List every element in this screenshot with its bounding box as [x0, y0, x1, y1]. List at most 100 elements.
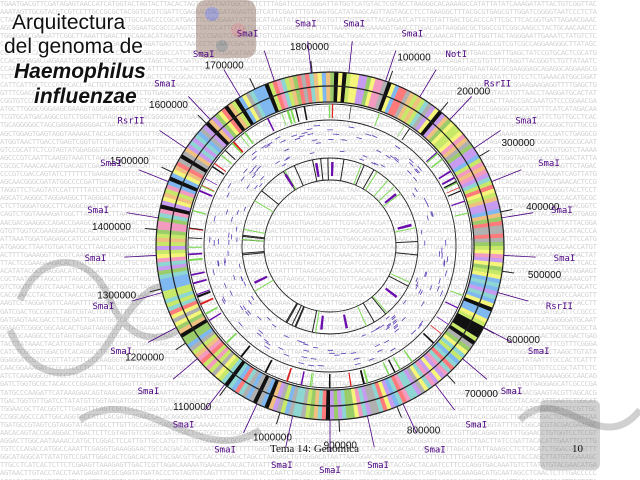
gene-segment: [214, 112, 238, 139]
gene-segment: [156, 249, 187, 255]
gene-segment: [321, 72, 327, 103]
dna-model-atom-3: [216, 40, 228, 52]
gene-cluster-mark: [415, 284, 419, 290]
gene-cluster-mark: [408, 161, 414, 167]
gene-segment: [157, 220, 188, 229]
restriction-site-tick: [205, 384, 226, 411]
feature-block: [224, 149, 236, 161]
feature-block: [382, 362, 390, 376]
gene-cluster-mark: [426, 202, 429, 208]
gene-segment: [340, 72, 348, 103]
gene-cluster-mark: [385, 154, 391, 159]
gene-cluster-mark: [438, 278, 441, 284]
feature-block: [430, 158, 443, 169]
gene-cluster-mark: [235, 226, 238, 232]
feature-block: [436, 316, 449, 325]
gene-segment: [377, 380, 392, 411]
gene-cluster-mark: [282, 163, 287, 167]
gene-segment: [161, 199, 192, 212]
gene-segment: [357, 75, 368, 106]
feature-block: [201, 185, 215, 193]
inner-tick: [295, 306, 305, 328]
inner-tick: [242, 238, 265, 242]
restriction-site-label: SmaI: [85, 254, 107, 264]
gene-cluster-mark: [391, 316, 396, 321]
restriction-site-label: SmaI: [154, 79, 176, 89]
gene-segment: [432, 344, 458, 368]
gene-segment: [267, 380, 283, 411]
gene-segment: [217, 110, 241, 136]
gene-cluster-mark: [230, 216, 233, 222]
gene-cluster-mark: [266, 316, 271, 321]
feature-block: [266, 118, 275, 132]
gene-segment: [182, 150, 210, 171]
gene-segment: [304, 388, 313, 419]
gene-cluster-mark: [403, 299, 407, 305]
title-organism-genus: Haemophilus: [14, 60, 146, 83]
coordinate-tick: [149, 288, 162, 293]
coordinate-tick: [439, 101, 449, 112]
feature-block: [300, 371, 305, 386]
feature-block: [331, 104, 334, 119]
feature-block: [454, 212, 469, 217]
feature-block: [190, 271, 205, 276]
gene-segment: [205, 346, 230, 371]
gene-cluster-mark: [394, 156, 400, 161]
gene-segment: [256, 376, 273, 406]
inner-tick: [311, 159, 318, 182]
gene-cluster-mark: [245, 311, 250, 316]
restriction-site-label: SmaI: [92, 302, 114, 312]
gene-cluster-mark: [401, 316, 406, 322]
gene-cluster-mark: [252, 165, 257, 170]
restriction-site-tick: [126, 212, 159, 219]
coordinate-label: 1400000: [92, 222, 131, 233]
gene-segment: [473, 252, 504, 259]
gene-cluster-mark: [394, 328, 400, 333]
restriction-site-tick: [131, 292, 163, 302]
gene-segment: [374, 80, 389, 111]
gene-segment: [471, 266, 503, 276]
gene-segment: [288, 76, 300, 107]
gene-segment: [211, 351, 235, 377]
feature-block: [348, 372, 352, 387]
gene-segment: [380, 379, 396, 409]
gene-cluster-mark: [374, 343, 381, 348]
restriction-site-tick: [159, 130, 187, 149]
coordinate-label: 300000: [501, 138, 535, 149]
gene-cluster-mark: [253, 169, 258, 175]
feature-block: [363, 369, 369, 384]
gene-cluster-mark: [424, 271, 427, 277]
restriction-site-label: SmaI: [295, 19, 317, 29]
restriction-site-tick: [188, 96, 211, 120]
inner-tick: [242, 234, 265, 239]
gene-cluster-mark: [260, 175, 265, 180]
gene-segment: [283, 384, 296, 415]
feature-block: [447, 190, 462, 197]
gene-segment: [186, 327, 214, 349]
coordinate-label: 1500000: [110, 156, 149, 167]
gene-cluster-mark: [436, 285, 440, 292]
restriction-site-tick: [503, 255, 536, 258]
gene-segment: [343, 72, 352, 104]
gene-cluster-mark: [389, 155, 395, 159]
gene-cluster-mark: [256, 332, 262, 337]
gene-segment: [448, 324, 476, 346]
gene-segment: [354, 74, 364, 105]
gene-cluster-mark: [265, 144, 271, 149]
outer-gene-ring: [156, 72, 504, 421]
gene-cluster-mark: [391, 314, 396, 319]
gene-segment: [221, 107, 243, 134]
coordinate-tick: [446, 374, 456, 384]
gene-segment: [160, 204, 191, 215]
gene-cluster-mark: [229, 290, 233, 296]
gene-segment: [211, 115, 235, 141]
gene-segment: [460, 303, 490, 320]
gene-segment: [371, 79, 385, 110]
gene-segment: [471, 270, 502, 280]
gene-segment: [184, 146, 212, 168]
restriction-site-label: SmaI: [237, 30, 259, 40]
gene-segment: [156, 224, 188, 233]
gene-segment: [189, 330, 216, 352]
gene-segment: [156, 228, 187, 236]
